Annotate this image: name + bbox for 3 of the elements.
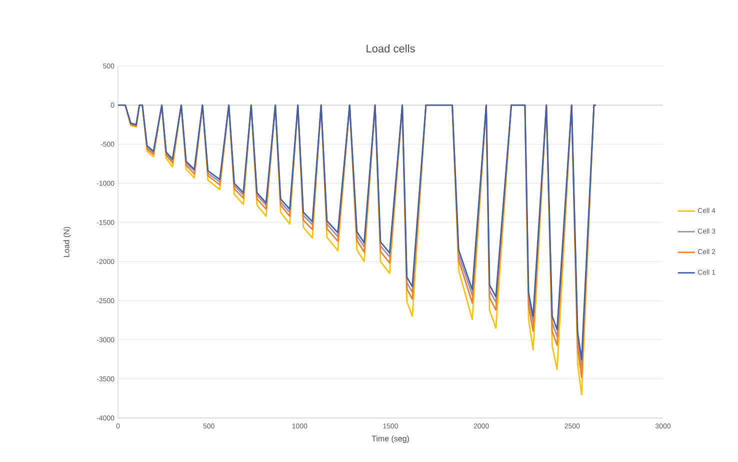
x-axis-title: Time (seg) bbox=[372, 436, 409, 443]
chart-title: Load cells bbox=[366, 44, 415, 52]
y-axis-title: Load (N) bbox=[63, 226, 71, 257]
